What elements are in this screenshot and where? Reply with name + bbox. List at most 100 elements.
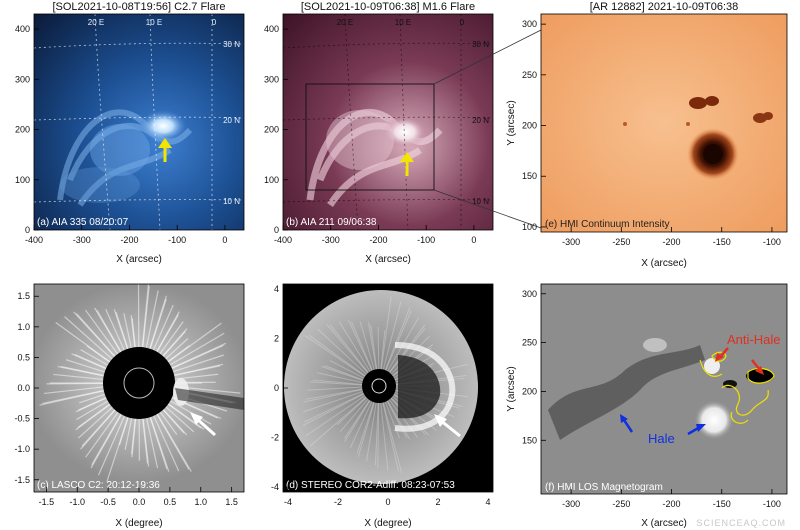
- streamer-ray: [329, 324, 369, 374]
- streamer-ray: [124, 418, 133, 450]
- positive-polarity-spot: [694, 400, 734, 440]
- x-tick-label-b: -400: [274, 235, 292, 245]
- lon-label-0-b: 0: [460, 18, 465, 27]
- x-tick-label-d: 2: [435, 497, 440, 507]
- streamer-ray: [304, 392, 364, 423]
- y-tick-label-d: 0: [274, 383, 279, 393]
- x-tick-label-f: -250: [612, 499, 630, 509]
- y-tick-label-f: 250: [522, 338, 537, 348]
- streamer-ray: [76, 400, 109, 421]
- streamer-ray: [43, 386, 104, 395]
- streamer-ray: [304, 335, 366, 377]
- magnetogram-image: [541, 284, 787, 494]
- streamer-ray: [380, 330, 386, 370]
- axis-d: -4 -2 0 2 4 -4 -2 0 2 4: [271, 284, 491, 507]
- y-tick-label-f: 150: [522, 435, 537, 445]
- streamer-ray: [96, 309, 122, 353]
- streamer-ray: [115, 311, 129, 349]
- y-tick-label-b: 400: [264, 24, 279, 34]
- panel-e: (e) HMI Continuum Intensity -300 -250 -200…: [506, 13, 788, 269]
- streamer-ray: [162, 331, 186, 357]
- streamer-ray: [130, 418, 136, 455]
- axis-a: -400 -300 -200 -100 0 0 100 200 300 400: [15, 24, 227, 245]
- streamer-ray: [149, 417, 168, 470]
- y-tick-label-b: 200: [264, 125, 279, 135]
- streamer-ray: [78, 393, 106, 404]
- x-tick-label-d: -2: [334, 497, 342, 507]
- streamer-ray: [339, 398, 369, 432]
- streamer-ray: [91, 413, 122, 466]
- x-tick-label-c: 0.0: [133, 497, 146, 507]
- panel-a: 20 E 10 E 0 30 N 20 N 10 N (a) AIA 335 0…: [15, 13, 245, 265]
- panel-f: Anti-Hale Hale (f) HMI LOS Magnetogram -…: [506, 283, 788, 529]
- panel-c: (c) LASCO C2: 20:12-19:36 -1.5 -1.0 -0.5 0.…: [14, 283, 245, 529]
- xlabel-f: X (arcsec): [641, 518, 687, 529]
- streamer-ray: [78, 406, 113, 439]
- streamer-ray: [305, 388, 363, 400]
- title-panel-b: [SOL2021-10-09T06:38] M1.6 Flare: [301, 1, 475, 13]
- streamer-ray: [64, 316, 113, 360]
- x-tick-label-a: -300: [73, 235, 91, 245]
- streamer-ray: [329, 360, 365, 379]
- streamer-ray: [142, 285, 150, 348]
- streamer-ray: [85, 309, 119, 355]
- cme-arrow-d: [434, 414, 461, 438]
- x-tick-label-c: -0.5: [100, 497, 116, 507]
- y-tick-label-b: 0: [274, 225, 279, 235]
- streamer-ray: [348, 319, 373, 371]
- streamer-ray: [344, 400, 371, 442]
- y-tick-label-e: 200: [522, 121, 537, 131]
- hale-label: Hale: [648, 431, 675, 446]
- aia335-flare-core: [139, 110, 187, 142]
- streamer-ray: [76, 313, 116, 357]
- streamer-ray: [174, 365, 221, 377]
- streamer-ray: [162, 409, 185, 434]
- panel-b: 20 E 10 E 0 30 N 20 N 10 N (b) AIA 211 0…: [264, 13, 494, 265]
- streamer-ray: [382, 301, 402, 370]
- streamer-ray: [106, 417, 129, 483]
- streamer-ray: [384, 307, 411, 371]
- y-tick-label-d: 2: [274, 333, 279, 343]
- streamer-ray: [385, 310, 412, 371]
- x-tick-label-b: -200: [369, 235, 387, 245]
- streamer-ray: [370, 324, 378, 370]
- zoom-connectors: [433, 29, 542, 229]
- ylabel-e: Y (arcsec): [506, 100, 517, 145]
- flare-arrow-b: [400, 152, 414, 176]
- streamer-ray: [338, 321, 371, 372]
- sunspot-group: [623, 96, 773, 180]
- streamer-ray: [159, 321, 184, 355]
- streamer-ray: [365, 402, 377, 462]
- lon-label-10e-b: 10 E: [395, 18, 411, 27]
- x-tick-label-f: -100: [763, 499, 781, 509]
- streamer-ray: [367, 322, 377, 370]
- streamer-ray: [321, 365, 364, 381]
- streamer-ray: [344, 399, 371, 439]
- streamer-ray: [81, 409, 116, 447]
- lon-label-20e-b: 20 E: [337, 18, 353, 27]
- cme-shell-d: [394, 342, 456, 432]
- streamer-ray: [165, 406, 195, 433]
- streamer-ray: [310, 381, 363, 386]
- streamer-ray: [60, 365, 104, 377]
- streamer-ray: [42, 389, 104, 405]
- lon-label-20e-a: 20 E: [88, 18, 104, 27]
- streamer-ray: [302, 393, 365, 426]
- y-tick-label-d: -4: [271, 482, 279, 492]
- y-tick-label-c: -1.5: [14, 475, 30, 485]
- x-tick-label-c: 0.5: [164, 497, 177, 507]
- streamer-ray: [80, 349, 109, 366]
- streamer-ray: [308, 334, 366, 377]
- ylabel-f: Y (arcsec): [506, 366, 517, 411]
- caption-panel-c: (c) LASCO C2: 20:12-19:36: [37, 480, 160, 491]
- streamer-ray: [303, 389, 363, 403]
- streamer-ray: [356, 402, 375, 454]
- watermark: SCIENCEAQ.COM: [696, 518, 786, 528]
- streamer-ray: [105, 309, 125, 351]
- y-tick-label-a: 300: [15, 74, 30, 84]
- anti-hale-label: Anti-Hale: [727, 332, 780, 347]
- lat-label-30n-a: 30 N: [223, 40, 240, 49]
- x-tick-label-a: 0: [222, 235, 227, 245]
- x-tick-label-c: -1.0: [69, 497, 85, 507]
- streamer-ray: [77, 403, 111, 428]
